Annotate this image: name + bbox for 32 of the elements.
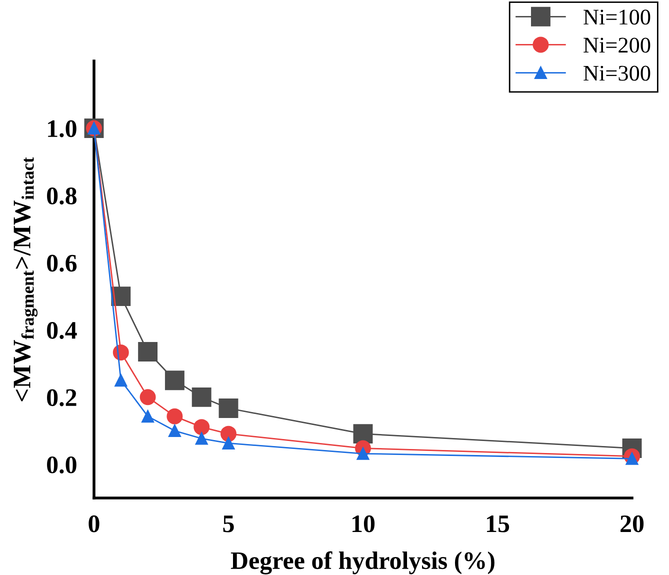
legend-label: Ni=300 xyxy=(584,66,650,81)
legend-label: Ni=100 xyxy=(584,10,650,25)
y-tick-label: 0.4 xyxy=(47,322,77,339)
legend-label: Ni=200 xyxy=(584,38,650,53)
point xyxy=(192,387,212,407)
y-tick-label: 0.6 xyxy=(47,254,77,272)
point xyxy=(168,424,181,438)
point xyxy=(166,408,183,424)
x-axis-title: Degree of hydrolysis (%) xyxy=(230,551,494,574)
x-tick-label: 5 xyxy=(223,516,234,532)
point xyxy=(194,419,210,436)
point xyxy=(195,432,208,445)
point xyxy=(114,374,128,387)
point xyxy=(626,452,638,465)
point xyxy=(142,410,154,423)
x-tick-label: 15 xyxy=(487,516,510,532)
point xyxy=(164,370,184,390)
y-tick-label: 0.0 xyxy=(47,456,76,474)
x-tick-label: 0 xyxy=(88,515,100,532)
point xyxy=(356,447,370,460)
point xyxy=(138,342,158,362)
point xyxy=(220,426,236,442)
point xyxy=(218,398,238,418)
point xyxy=(222,436,235,450)
y-tick-label: 0.2 xyxy=(47,389,76,406)
y-tick-label: 0.8 xyxy=(47,188,76,204)
point xyxy=(140,389,156,406)
y-tick-label: 1.0 xyxy=(48,120,76,138)
x-tick-label: 10 xyxy=(352,515,375,532)
x-tick-label: 20 xyxy=(620,515,644,532)
y-axis-title: <MW$_{fragment}$>/MW$_{intact}$ xyxy=(14,157,38,402)
point xyxy=(353,424,373,444)
